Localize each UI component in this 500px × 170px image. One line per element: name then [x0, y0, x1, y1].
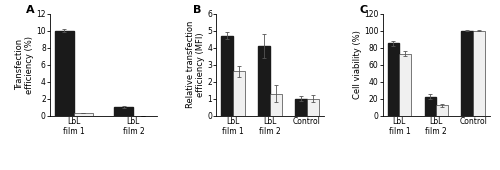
Y-axis label: Cell viability (%): Cell viability (%)	[353, 30, 362, 99]
Text: A: A	[26, 5, 35, 15]
Bar	[474, 31, 485, 116]
Bar	[462, 31, 473, 116]
Bar	[258, 46, 270, 116]
Bar	[233, 71, 245, 116]
Bar	[424, 97, 436, 116]
Text: C: C	[359, 5, 367, 15]
Y-axis label: Relative transfection
efficiency (MFI): Relative transfection efficiency (MFI)	[186, 21, 205, 108]
Bar	[307, 99, 319, 116]
Bar	[114, 107, 134, 116]
Bar	[74, 113, 93, 116]
Bar	[400, 54, 411, 116]
Text: B: B	[192, 5, 201, 15]
Y-axis label: Transfection
efficiency (%): Transfection efficiency (%)	[14, 36, 34, 94]
Bar	[221, 36, 233, 116]
Bar	[270, 94, 282, 116]
Bar	[436, 105, 448, 116]
Bar	[388, 43, 400, 116]
Bar	[295, 99, 307, 116]
Bar	[55, 31, 74, 116]
